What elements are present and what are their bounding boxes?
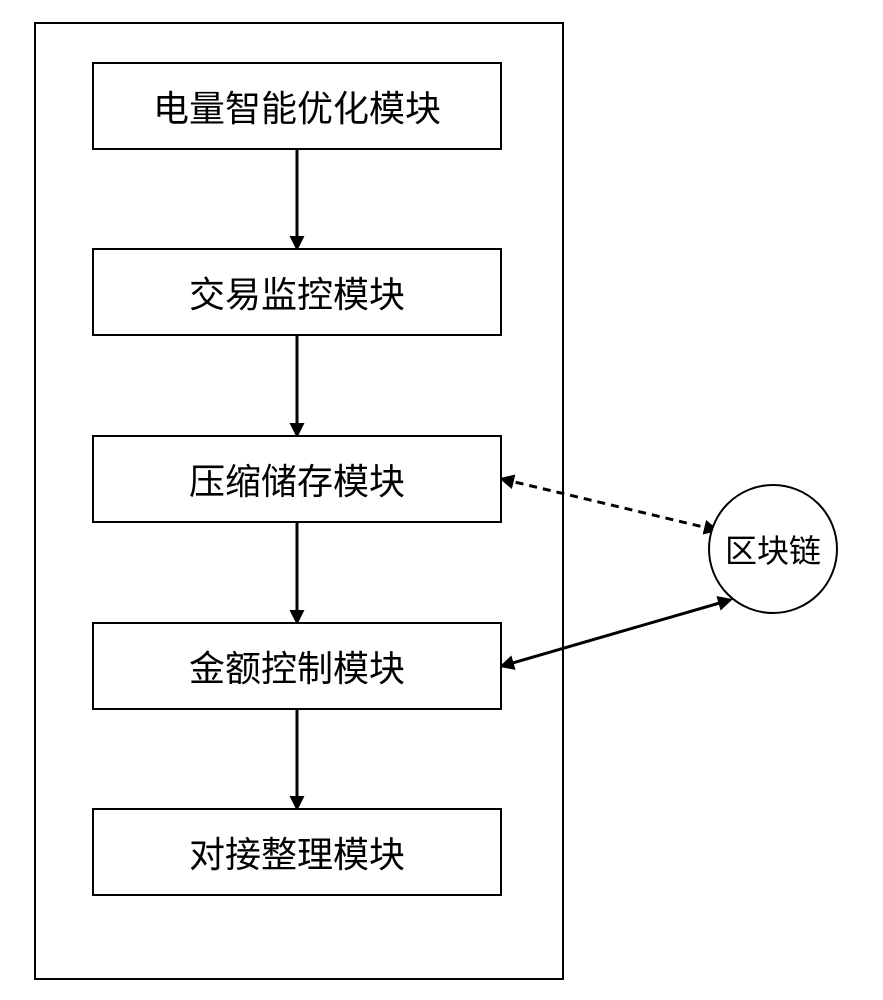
node-n1: 电量智能优化模块 <box>92 62 502 150</box>
node-n2: 交易监控模块 <box>92 248 502 336</box>
node-label-n3: 压缩储存模块 <box>189 453 405 505</box>
node-c1: 区块链 <box>708 484 838 614</box>
node-label-n5: 对接整理模块 <box>189 826 405 878</box>
node-n4: 金额控制模块 <box>92 622 502 710</box>
node-label-n1: 电量智能优化模块 <box>153 80 441 132</box>
node-label-n4: 金额控制模块 <box>189 640 405 692</box>
node-label-c1: 区块链 <box>725 526 821 572</box>
node-n3: 压缩储存模块 <box>92 435 502 523</box>
node-n5: 对接整理模块 <box>92 808 502 896</box>
node-label-n2: 交易监控模块 <box>189 266 405 318</box>
